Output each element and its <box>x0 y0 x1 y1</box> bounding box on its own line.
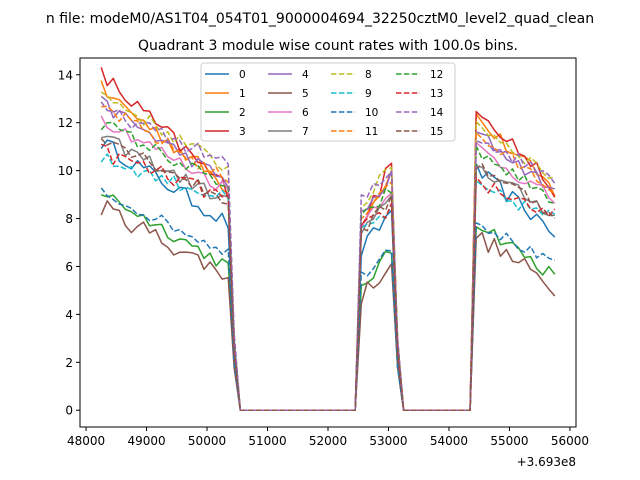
y-tick-label: 4 <box>65 308 73 322</box>
series-line-13 <box>100 143 556 411</box>
y-axis: 0 2 4 6 8 10 12 14 <box>58 68 80 418</box>
x-tick-label: 48000 <box>67 434 105 448</box>
x-tick-label: 49000 <box>127 434 165 448</box>
legend-label-13: 13 <box>430 88 443 100</box>
legend-label-15: 15 <box>430 126 443 138</box>
legend-label-0: 0 <box>239 69 246 81</box>
legend-label-5: 5 <box>302 88 309 100</box>
legend-label-1: 1 <box>239 88 246 100</box>
legend-label-12: 12 <box>430 69 443 81</box>
y-tick-label: 2 <box>65 356 73 370</box>
series-line-6 <box>100 115 556 411</box>
legend-label-9: 9 <box>365 88 372 100</box>
legend-label-14: 14 <box>430 107 444 119</box>
legend-frame <box>200 62 456 142</box>
series-line-2 <box>100 194 556 411</box>
x-tick-label: 52000 <box>309 434 347 448</box>
x-tick-label: 51000 <box>248 434 286 448</box>
figure-suptitle: n file: modeM0/AS1T04_054T01_9000004694_… <box>46 11 594 27</box>
series-line-10 <box>100 187 556 411</box>
series-line-15 <box>100 137 556 411</box>
series-line-14 <box>100 101 556 411</box>
legend-label-3: 3 <box>239 126 246 138</box>
x-tick-label: 54000 <box>430 434 468 448</box>
series-line-7 <box>101 135 555 411</box>
x-axis: 48000 49000 50000 51000 52000 53000 54000 55000… <box>67 427 589 448</box>
legend-label-6: 6 <box>302 107 309 119</box>
y-tick-label: 12 <box>58 116 73 130</box>
x-axis-offset-label: +3.693e8 <box>517 455 576 469</box>
x-tick-label: 56000 <box>551 434 589 448</box>
series-layer <box>100 67 556 411</box>
y-tick-label: 0 <box>65 404 73 418</box>
series-line-12 <box>100 121 555 411</box>
x-tick-label: 53000 <box>369 434 407 448</box>
legend-label-11: 11 <box>365 126 378 138</box>
y-tick-label: 6 <box>65 260 73 274</box>
y-tick-label: 10 <box>58 164 73 178</box>
legend-label-7: 7 <box>302 126 309 138</box>
legend-label-8: 8 <box>365 69 372 81</box>
legend-label-4: 4 <box>302 69 309 81</box>
y-tick-label: 8 <box>65 212 73 226</box>
series-line-9 <box>100 153 556 411</box>
legend-label-10: 10 <box>365 107 378 119</box>
chart-title: Quadrant 3 module wise count rates with … <box>138 38 518 54</box>
x-tick-label: 55000 <box>490 434 528 448</box>
legend-label-2: 2 <box>239 107 246 119</box>
x-tick-label: 50000 <box>188 434 226 448</box>
y-tick-label: 14 <box>58 68 73 82</box>
